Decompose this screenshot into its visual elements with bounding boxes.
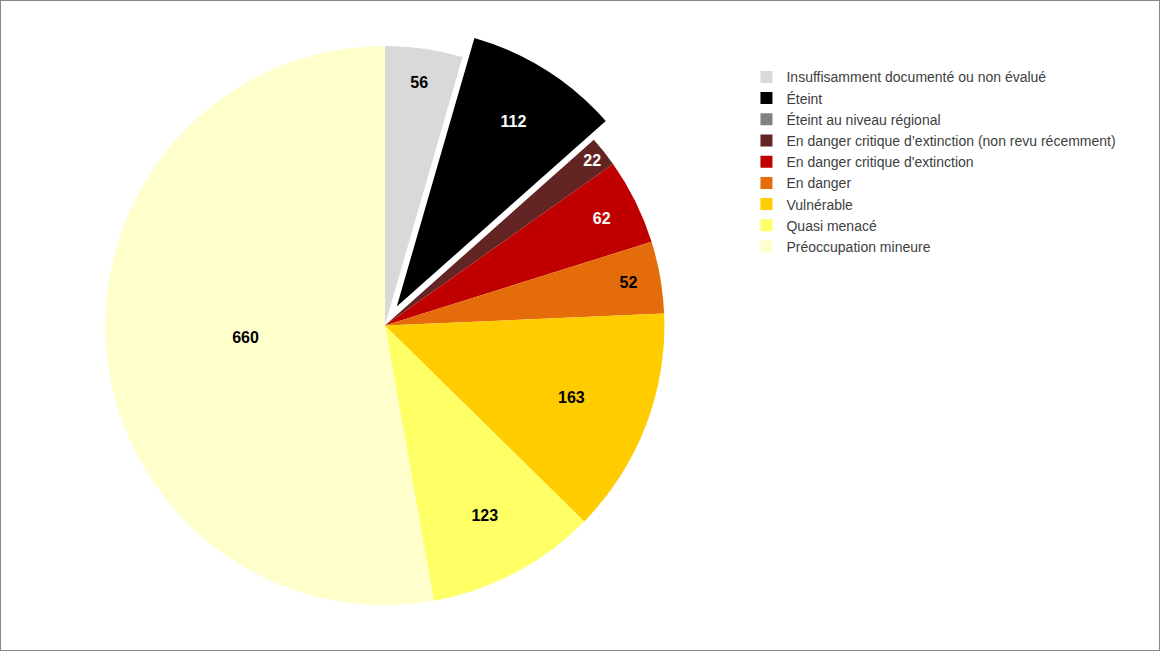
svg-text:660: 660 bbox=[232, 329, 259, 346]
svg-text:Insuffisamment documenté ou no: Insuffisamment documenté ou non évalué bbox=[786, 69, 1046, 85]
svg-text:Éteint au niveau régional: Éteint au niveau régional bbox=[786, 112, 940, 128]
svg-text:52: 52 bbox=[620, 274, 638, 291]
svg-text:22: 22 bbox=[583, 152, 601, 169]
svg-text:En danger critique d’extinctio: En danger critique d’extinction (non rev… bbox=[786, 133, 1115, 149]
svg-text:163: 163 bbox=[558, 389, 585, 406]
svg-text:56: 56 bbox=[410, 74, 428, 91]
svg-text:62: 62 bbox=[593, 210, 611, 227]
svg-text:En danger critique d'extinctio: En danger critique d'extinction bbox=[786, 154, 973, 170]
svg-text:112: 112 bbox=[501, 113, 527, 130]
svg-text:Préoccupation mineure: Préoccupation mineure bbox=[786, 239, 930, 255]
svg-text:Éteint: Éteint bbox=[786, 91, 822, 107]
svg-text:Vulnérable: Vulnérable bbox=[786, 197, 853, 213]
svg-text:En danger: En danger bbox=[786, 175, 851, 191]
svg-text:Quasi menacé: Quasi menacé bbox=[786, 218, 876, 234]
svg-text:123: 123 bbox=[471, 507, 498, 524]
